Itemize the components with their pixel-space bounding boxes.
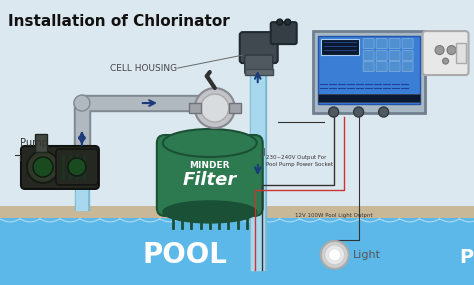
FancyBboxPatch shape [21, 146, 99, 189]
Bar [229, 103, 241, 113]
FancyBboxPatch shape [363, 38, 374, 49]
FancyBboxPatch shape [157, 135, 263, 216]
Circle shape [379, 107, 389, 117]
Circle shape [435, 46, 444, 55]
FancyBboxPatch shape [389, 38, 400, 49]
Bar [0, 215, 474, 285]
FancyBboxPatch shape [402, 62, 413, 72]
FancyBboxPatch shape [376, 62, 387, 72]
Text: CELL HOUSING: CELL HOUSING [110, 64, 177, 73]
Ellipse shape [163, 201, 257, 223]
FancyBboxPatch shape [422, 31, 468, 75]
Circle shape [201, 94, 229, 122]
Text: 230~240V Output For
Pool Pump Power Socket: 230~240V Output For Pool Pump Power Sock… [266, 155, 333, 167]
Text: Light: Light [353, 250, 381, 260]
Circle shape [328, 107, 338, 117]
Circle shape [443, 58, 448, 64]
Text: Pump: Pump [20, 138, 48, 148]
FancyBboxPatch shape [363, 62, 374, 72]
FancyBboxPatch shape [271, 22, 297, 44]
Bar [0, 206, 474, 218]
Circle shape [27, 151, 59, 183]
Circle shape [195, 88, 235, 128]
FancyBboxPatch shape [402, 38, 413, 49]
FancyBboxPatch shape [245, 55, 273, 74]
FancyBboxPatch shape [376, 38, 387, 49]
Ellipse shape [74, 95, 90, 111]
FancyBboxPatch shape [318, 36, 419, 104]
Circle shape [447, 46, 456, 55]
FancyBboxPatch shape [402, 51, 413, 61]
Bar [245, 69, 273, 75]
FancyBboxPatch shape [56, 149, 98, 185]
FancyBboxPatch shape [318, 94, 419, 102]
Circle shape [285, 19, 291, 25]
Circle shape [354, 107, 364, 117]
FancyBboxPatch shape [389, 51, 400, 61]
Circle shape [321, 241, 349, 269]
Text: Filter: Filter [182, 171, 237, 189]
Text: P: P [459, 249, 474, 267]
FancyBboxPatch shape [313, 31, 425, 113]
Text: POOL: POOL [142, 241, 227, 269]
Bar [35, 134, 47, 152]
Bar [189, 103, 201, 113]
Circle shape [277, 19, 283, 25]
FancyBboxPatch shape [321, 39, 359, 55]
Circle shape [325, 245, 345, 265]
Circle shape [68, 158, 86, 176]
FancyBboxPatch shape [376, 51, 387, 61]
Circle shape [33, 157, 53, 177]
FancyBboxPatch shape [363, 51, 374, 61]
Text: Installation of Chlorinator: Installation of Chlorinator [8, 14, 230, 29]
FancyBboxPatch shape [240, 32, 278, 63]
Ellipse shape [163, 129, 257, 157]
FancyBboxPatch shape [456, 43, 465, 63]
Text: MINDER: MINDER [190, 162, 230, 170]
FancyBboxPatch shape [389, 62, 400, 72]
Circle shape [328, 249, 341, 261]
Text: 12V 100W Pool Light Outpnt: 12V 100W Pool Light Outpnt [295, 213, 372, 218]
